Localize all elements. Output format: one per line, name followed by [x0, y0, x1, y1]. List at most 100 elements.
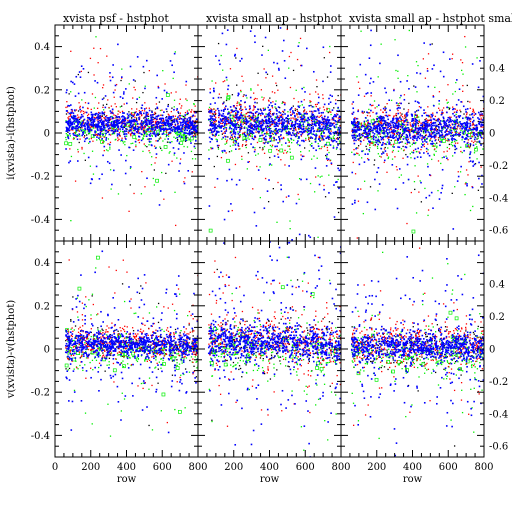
data-point [263, 109, 265, 111]
data-point [73, 83, 76, 85]
data-point [284, 142, 287, 144]
data-point [317, 120, 320, 122]
data-point [411, 128, 413, 130]
data-point [99, 133, 102, 136]
data-point [323, 109, 326, 111]
data-point [371, 123, 374, 126]
data-point [286, 122, 289, 124]
data-point [130, 117, 133, 119]
data-point [160, 128, 162, 131]
data-point [251, 134, 254, 136]
data-point [220, 125, 223, 128]
data-point [354, 153, 357, 156]
data-point [327, 137, 330, 139]
data-point [102, 128, 105, 130]
data-point [221, 120, 223, 122]
data-point [251, 127, 253, 130]
data-point [245, 144, 248, 146]
data-point [246, 128, 249, 131]
data-point [421, 134, 423, 137]
data-point [308, 118, 311, 121]
data-point [222, 69, 224, 71]
data-point [426, 122, 428, 125]
data-point [265, 77, 267, 79]
data-point [244, 122, 246, 124]
data-point [187, 122, 189, 124]
data-point [66, 129, 69, 131]
data-point [255, 154, 257, 156]
data-point [152, 177, 154, 180]
data-point [238, 145, 240, 147]
data-point [106, 131, 109, 133]
data-point [330, 137, 332, 139]
data-point [236, 113, 239, 115]
data-point [193, 145, 196, 148]
data-point [295, 89, 297, 91]
data-point [266, 133, 268, 135]
data-point [406, 222, 408, 225]
data-point [141, 125, 144, 127]
data-point [417, 122, 419, 125]
data-point [169, 125, 171, 127]
data-point [463, 113, 465, 115]
data-point [117, 125, 120, 127]
data-point [270, 124, 273, 126]
data-point [473, 111, 475, 113]
data-point [103, 140, 105, 142]
data-point [360, 122, 363, 124]
data-point [97, 125, 100, 128]
data-point [245, 122, 247, 124]
data-point [128, 210, 130, 212]
data-point [262, 137, 264, 139]
data-point [145, 107, 148, 109]
data-point [307, 124, 310, 126]
data-point [232, 141, 235, 143]
data-point [167, 119, 169, 121]
data-point [215, 82, 217, 84]
data-point [283, 122, 285, 124]
data-point [389, 114, 391, 117]
data-point [272, 119, 275, 122]
data-point [72, 112, 75, 114]
data-point [218, 144, 220, 147]
data-point [222, 136, 225, 139]
data-point [334, 139, 336, 142]
data-point [283, 59, 286, 62]
data-point [446, 150, 448, 152]
data-point [254, 97, 257, 100]
data-point [425, 117, 427, 120]
data-point [126, 154, 128, 157]
data-point [121, 105, 123, 107]
data-point [111, 125, 114, 128]
data-point [246, 168, 248, 170]
data-point [456, 131, 458, 134]
data-point [248, 126, 251, 128]
data-point [66, 110, 68, 112]
data-point [293, 133, 295, 135]
data-point [243, 131, 246, 134]
data-point [428, 132, 431, 134]
data-point [221, 151, 224, 154]
data-point [305, 111, 308, 113]
data-point [104, 128, 106, 130]
data-point [316, 86, 318, 88]
data-point [130, 122, 132, 125]
data-point [158, 122, 160, 124]
data-point [236, 84, 238, 86]
data-point [301, 118, 304, 121]
data-point [87, 121, 90, 123]
data-point [104, 115, 107, 118]
data-point [87, 156, 90, 159]
data-point [482, 137, 484, 140]
data-point [376, 171, 378, 174]
data-point [271, 164, 273, 166]
data-point [210, 131, 213, 134]
data-point [390, 130, 393, 133]
data-point [173, 128, 175, 130]
data-point [351, 130, 353, 132]
data-point [447, 125, 450, 128]
data-point [218, 110, 220, 112]
data-point [152, 126, 154, 128]
data-point [144, 87, 146, 90]
data-point [219, 126, 221, 128]
